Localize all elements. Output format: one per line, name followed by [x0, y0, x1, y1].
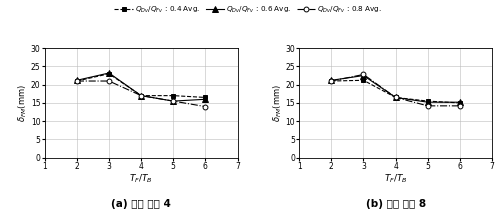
- X-axis label: $T_F/T_B$: $T_F/T_B$: [129, 172, 153, 185]
- Text: (a) 변형 비율 4: (a) 변형 비율 4: [111, 199, 171, 209]
- Text: (b) 변형 비율 8: (b) 변형 비율 8: [366, 199, 426, 209]
- Legend: $Q_{Dv}/Q_{Fv}$ : 0.4 Avg., $Q_{Dv}/Q_{Fv}$ : 0.6 Avg., $Q_{Dv}/Q_{Fv}$ : 0.8 Av: $Q_{Dv}/Q_{Fv}$ : 0.4 Avg., $Q_{Dv}/Q_{F…: [112, 1, 385, 17]
- X-axis label: $T_F/T_B$: $T_F/T_B$: [384, 172, 408, 185]
- Y-axis label: $\delta_{FM}$(mm): $\delta_{FM}$(mm): [17, 84, 29, 122]
- Y-axis label: $\delta_{FM}$(mm): $\delta_{FM}$(mm): [271, 84, 284, 122]
